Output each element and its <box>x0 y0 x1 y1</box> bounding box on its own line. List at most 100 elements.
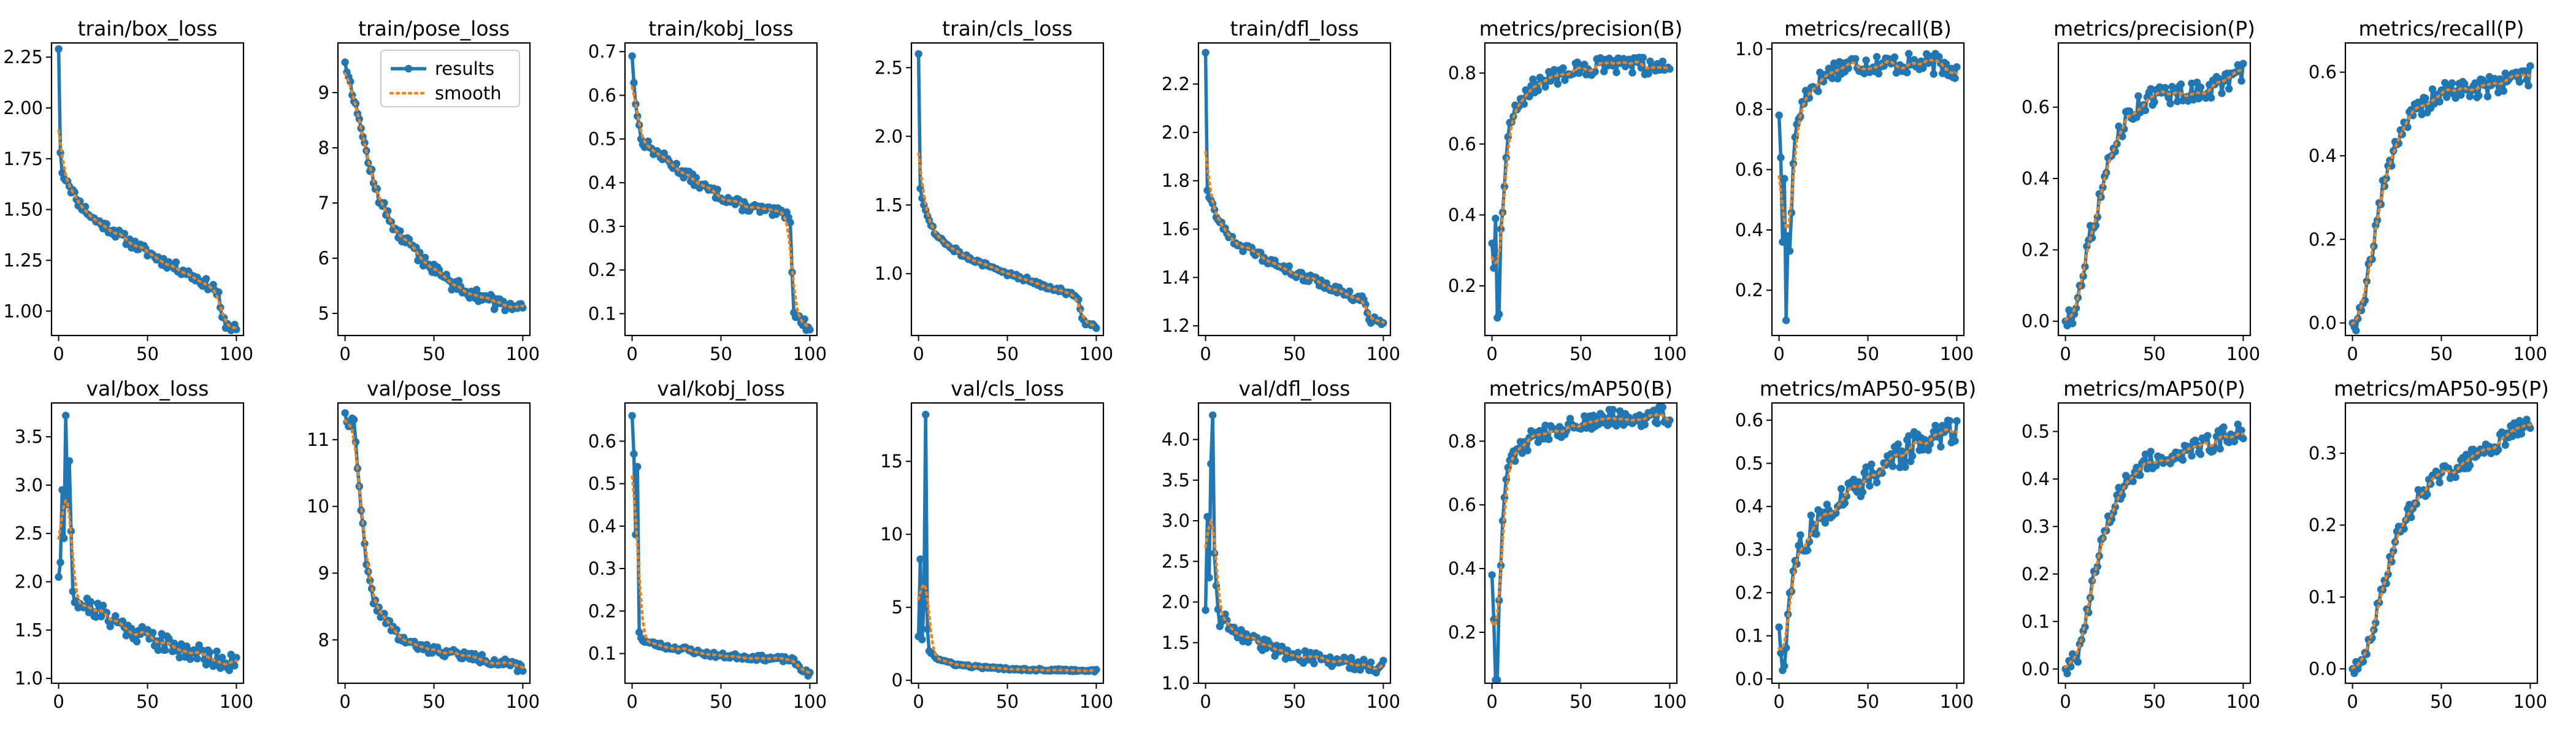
results-point <box>2374 216 2382 224</box>
x-tick-label: 0 <box>2347 691 2358 712</box>
results-point <box>99 602 107 610</box>
y-tick-label: 0.4 <box>1735 496 1763 517</box>
axes-frame <box>50 42 245 337</box>
panel-title: train/dfl_loss <box>1230 17 1359 40</box>
x-tick-label: 50 <box>710 691 732 712</box>
results-point <box>2239 434 2247 443</box>
y-tick-label: 0.8 <box>1735 99 1763 120</box>
results-point <box>1205 573 1213 581</box>
results-point <box>2220 423 2228 431</box>
panel-train-dfl-loss: train/dfl_loss 0 50 100 1.2 1.4 1.6 1.8 2.0 2.2 <box>1162 17 1400 364</box>
results-point <box>1796 531 1804 539</box>
results-point <box>1092 665 1100 674</box>
results-point <box>1908 452 1917 460</box>
panel-title: metrics/mAP50(B) <box>1489 377 1673 401</box>
results-point <box>2407 513 2415 521</box>
panel-val-dfl-loss: val/dfl_loss 0 50 100 1.0 1.5 2.0 2.5 3.0 3.5 4.0 <box>1162 377 1400 712</box>
panel-title: val/cls_loss <box>951 377 1064 401</box>
panel-val-box-loss: val/box_loss 0 50 100 1.0 1.5 2.0 2.5 3.0 3.5 <box>15 377 253 712</box>
y-tick-label: 0.2 <box>1448 275 1476 296</box>
results-point <box>1294 648 1302 657</box>
y-tick-label: 0.6 <box>588 431 616 451</box>
smooth-line <box>57 497 238 666</box>
results-point <box>630 79 638 87</box>
panel-title: val/kobj_loss <box>657 377 785 401</box>
x-tick-label: 0 <box>1200 343 1211 364</box>
results-point <box>1566 415 1574 423</box>
results-point <box>232 654 240 662</box>
results-point <box>1554 80 1562 88</box>
results-point <box>69 588 77 596</box>
y-tick-label: 0.5 <box>1735 453 1763 473</box>
x-tick-label: 50 <box>710 343 732 364</box>
y-tick-label: 7 <box>318 193 329 213</box>
results-point <box>1953 417 1961 425</box>
results-point <box>154 646 163 654</box>
results-point <box>1775 111 1783 120</box>
results-point <box>2207 94 2215 102</box>
results-point <box>1492 215 1500 223</box>
y-tick-label: 5 <box>318 303 329 324</box>
results-point <box>1600 67 1608 75</box>
results-point <box>1862 56 1870 64</box>
results-point <box>499 297 507 305</box>
smooth-line <box>343 419 524 669</box>
results-point <box>2501 69 2509 77</box>
y-tick-label: 0.6 <box>2022 97 2050 118</box>
results-point <box>1887 450 1895 458</box>
x-tick-label: 0 <box>913 343 924 364</box>
panel-metrics-precision-p: metrics/precision(P) 0 50 100 0.0 0.2 0.4 0.6 <box>2022 17 2260 364</box>
results-point <box>2067 662 2075 671</box>
results-point <box>1092 324 1100 332</box>
results-point <box>1937 443 1945 451</box>
panel-title: metrics/recall(P) <box>2358 17 2524 40</box>
results-point <box>2526 424 2534 432</box>
results-point <box>1601 415 1610 423</box>
results-point <box>172 258 180 266</box>
results-point <box>2141 106 2150 115</box>
y-tick-label: 0.0 <box>2022 659 2050 680</box>
results-point <box>2475 91 2483 100</box>
results-point <box>183 642 191 650</box>
results-point <box>1894 440 1902 448</box>
results-point <box>55 573 63 581</box>
panel-metrics-map50-95-p: metrics/mAP50-95(P) 0 50 100 0.0 0.1 0.2 0.3 <box>2309 377 2549 712</box>
plot-area <box>2348 415 2534 677</box>
y-tick-label: 1.25 <box>3 250 43 270</box>
plot-area <box>1202 48 1387 328</box>
results-point <box>472 286 481 294</box>
y-tick-label: 9 <box>318 562 329 583</box>
axes-frame <box>337 402 531 684</box>
results-point <box>2462 450 2471 459</box>
smooth-line <box>917 151 1098 328</box>
y-tick-label: 0.7 <box>588 41 616 62</box>
smooth-line <box>2351 74 2532 326</box>
plot-area <box>628 52 814 334</box>
results-point <box>2352 326 2360 335</box>
results-point <box>2234 420 2242 429</box>
y-tick-label: 3.0 <box>1162 510 1190 531</box>
results-point <box>2461 80 2469 88</box>
plot-area <box>1202 411 1387 677</box>
y-tick-label: 1.50 <box>3 199 43 220</box>
results-point <box>2074 658 2082 666</box>
x-tick-label: 100 <box>1079 691 1113 712</box>
x-tick-label: 50 <box>1283 343 1306 364</box>
x-tick-label: 50 <box>996 691 1019 712</box>
results-point <box>1500 183 1509 191</box>
results-point <box>1903 69 1911 77</box>
results-point <box>519 667 527 675</box>
panel-metrics-recall-p: metrics/recall(P) 0 50 100 0.0 0.2 0.4 0.6 <box>2309 17 2547 364</box>
panel-train-cls-loss: train/cls_loss 0 50 100 1.0 1.5 2.0 2.5 <box>875 17 1113 364</box>
y-tick-label: 2.0 <box>15 572 43 592</box>
axes-frame <box>624 42 818 337</box>
results-point <box>2196 83 2205 91</box>
results-point <box>2152 462 2160 470</box>
results-point <box>918 635 926 643</box>
results-point <box>2161 83 2169 92</box>
x-tick-label: 50 <box>1570 691 1592 712</box>
results-point <box>2164 94 2172 102</box>
results-point <box>628 52 636 60</box>
y-tick-label: 0.4 <box>588 516 616 537</box>
